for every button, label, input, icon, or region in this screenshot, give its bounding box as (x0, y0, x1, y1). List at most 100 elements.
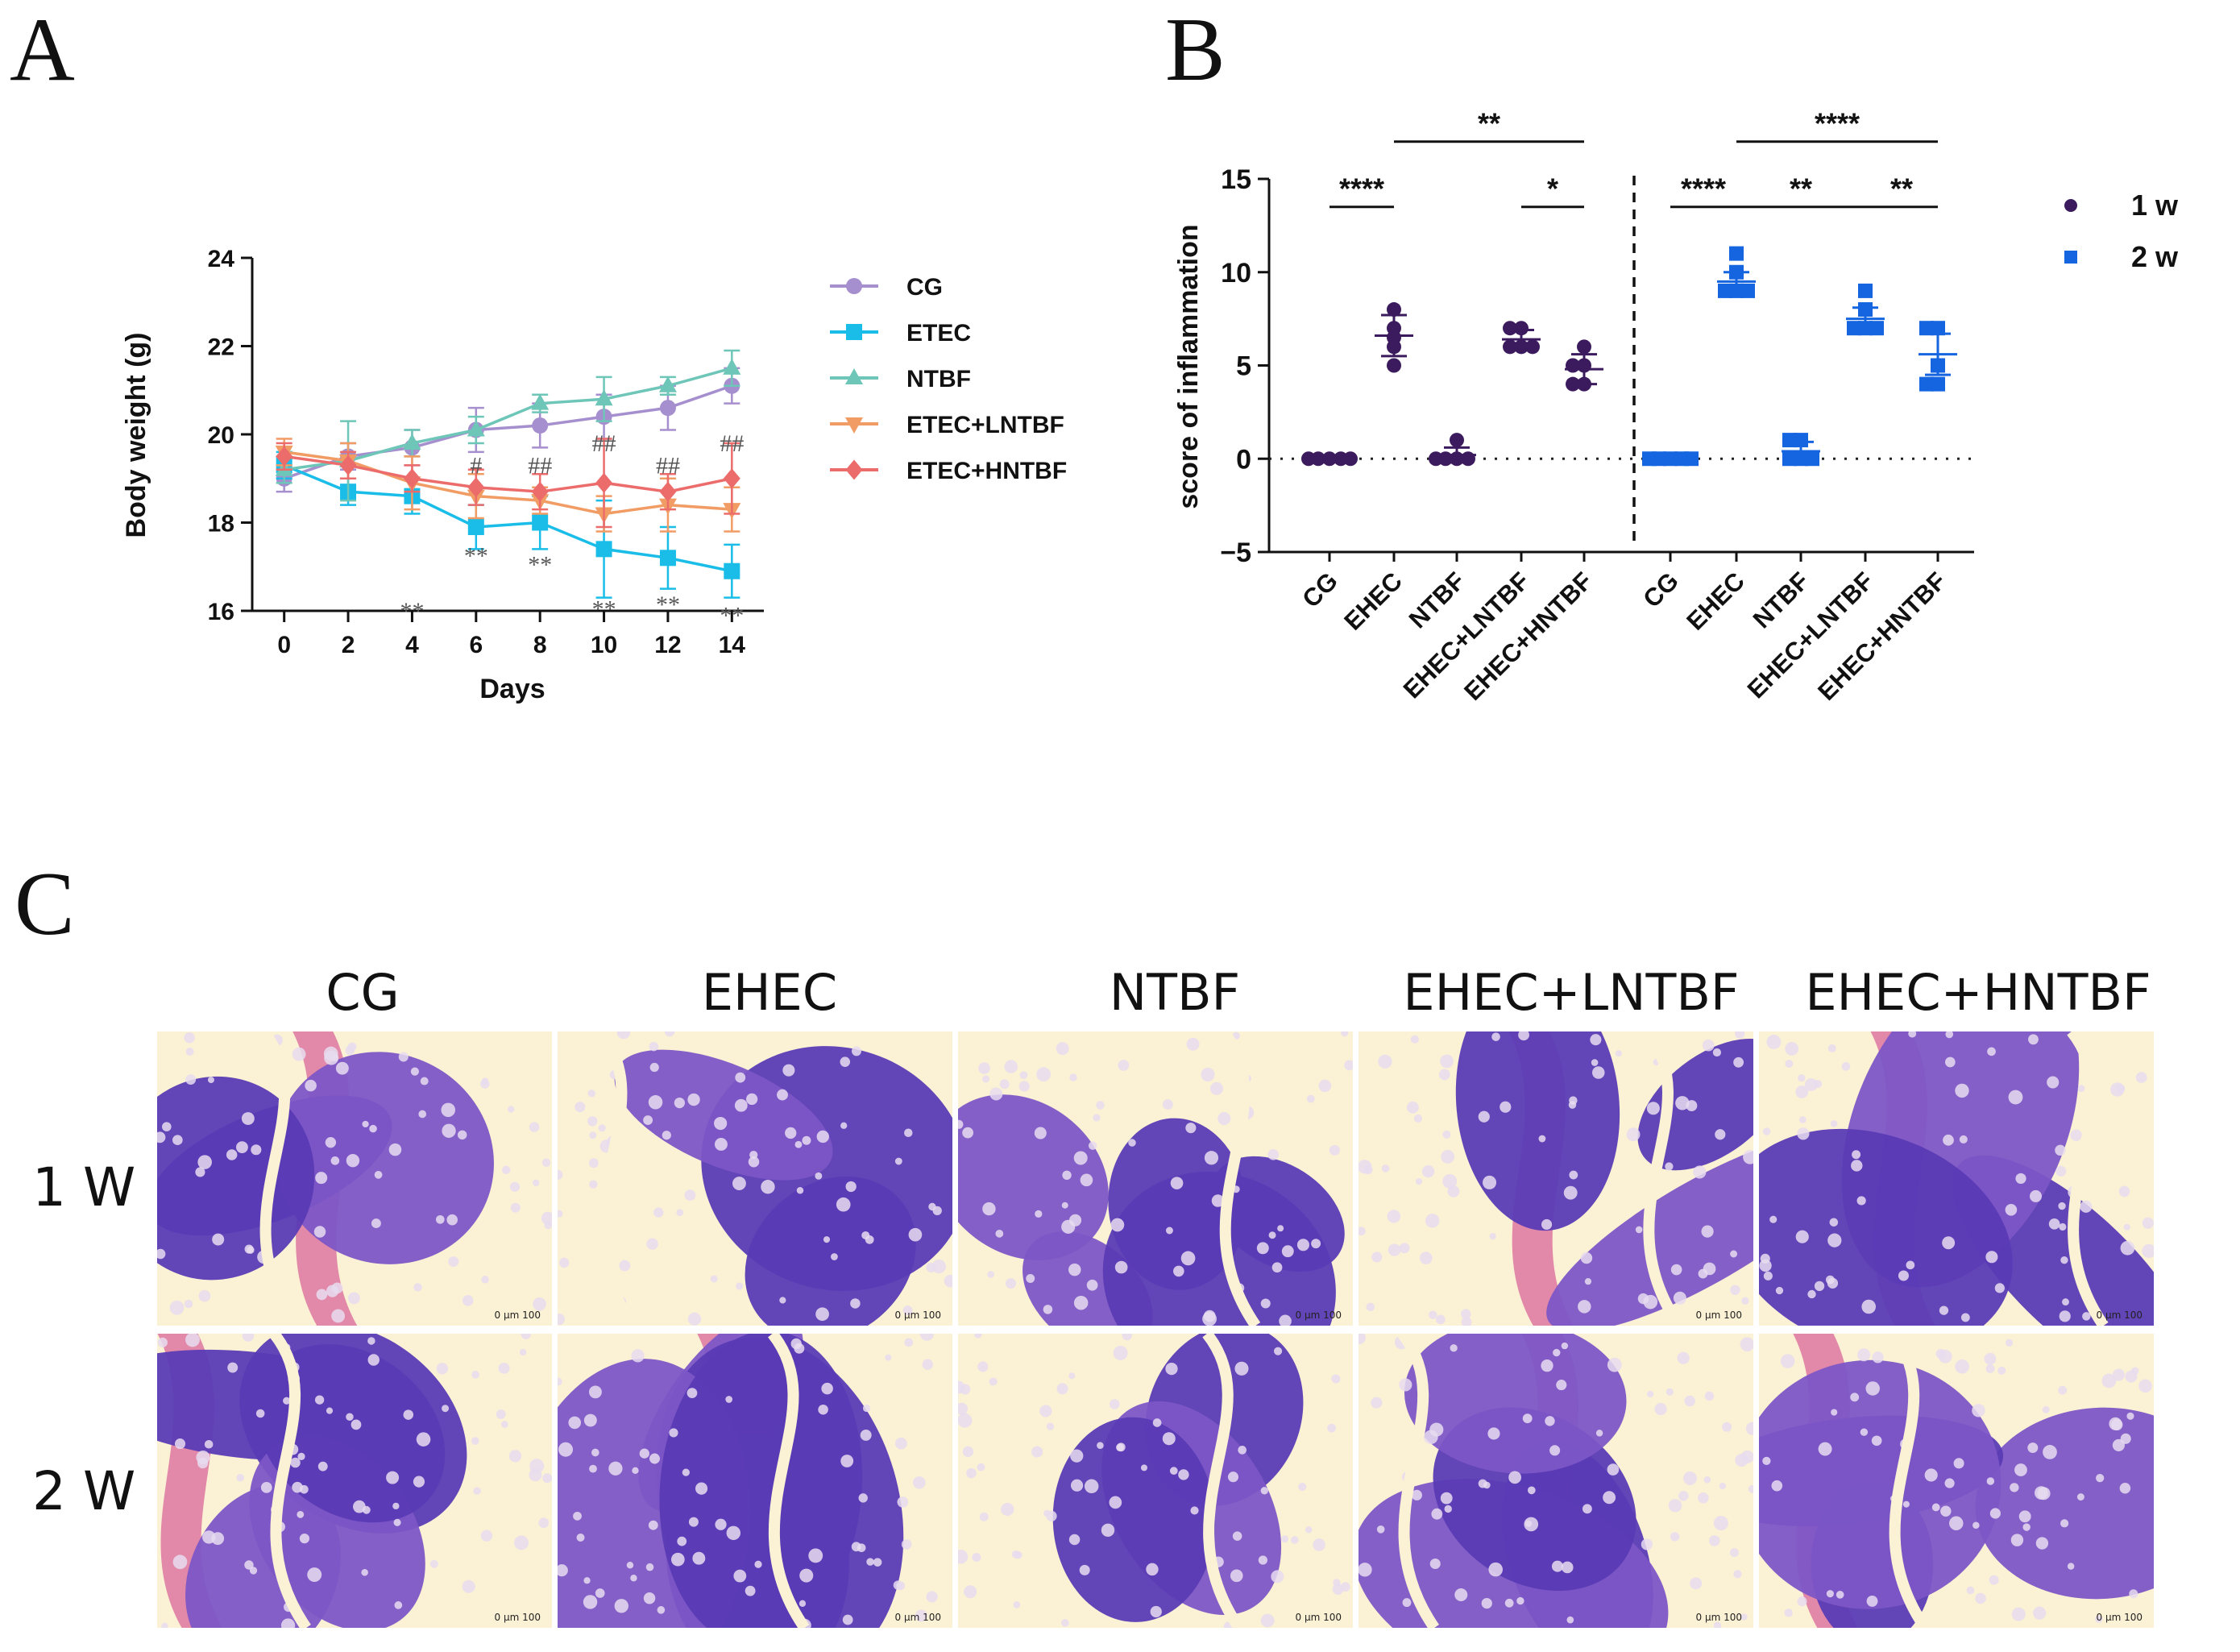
data-point-1w (1525, 339, 1540, 355)
goblet-cell (1797, 1596, 1807, 1607)
goblet-cell (559, 1257, 570, 1268)
data-point-2w (1869, 321, 1884, 336)
goblet-cell (576, 1534, 585, 1542)
goblet-cell (1026, 1274, 1035, 1283)
goblet-cell (2070, 1129, 2082, 1141)
histology-col-label-ehec-lntbf: EHEC+LNTBF (1403, 963, 1740, 1022)
goblet-cell (348, 1292, 360, 1305)
panel-label-a: A (10, 0, 75, 100)
data-point-etec-hntbf (403, 468, 421, 489)
goblet-cell (649, 1453, 661, 1464)
goblet-cell (1670, 1532, 1680, 1542)
goblet-cell (1545, 1416, 1555, 1426)
histology-drawing (558, 1031, 952, 1326)
goblet-cell (502, 1165, 511, 1174)
goblet-cell (2059, 1222, 2067, 1231)
goblet-cell (1011, 1550, 1020, 1559)
goblet-cell (645, 1563, 654, 1571)
goblet-cell (1070, 1479, 1084, 1492)
goblet-cell (1799, 1116, 1807, 1123)
legend-marker-b (2064, 199, 2077, 212)
goblet-cell (2129, 1589, 2138, 1599)
goblet-cell (1150, 1605, 1162, 1618)
significance-label-b: **** (1681, 172, 1726, 205)
data-point-2w (1740, 283, 1755, 298)
goblet-cell (1005, 1278, 1016, 1289)
goblet-cell (1461, 1309, 1471, 1319)
goblet-cell (1851, 1160, 1863, 1172)
goblet-cell (2120, 1433, 2131, 1444)
goblet-cell (1654, 1402, 1667, 1416)
data-point-1w (1566, 358, 1580, 373)
goblet-cell (1668, 1499, 1682, 1513)
goblet-cell (1759, 1259, 1772, 1272)
goblet-cell (315, 1172, 328, 1185)
goblet-cell (1735, 1031, 1745, 1039)
goblet-cell (226, 1149, 238, 1160)
goblet-cell (480, 1079, 490, 1089)
goblet-cell (1683, 1471, 1697, 1485)
goblet-cell (1646, 1102, 1660, 1115)
goblet-cell (1524, 1520, 1533, 1527)
histology-drawing (1359, 1334, 1753, 1628)
data-point-2w (1782, 451, 1797, 467)
goblet-cell (840, 1056, 851, 1067)
histology-row-label-1w: 1 W (32, 1156, 136, 1218)
goblet-cell (1273, 1347, 1283, 1355)
y-tick-label-b: 10 (1221, 258, 1251, 288)
lumen-gap (1642, 1031, 1684, 1326)
goblet-cell (836, 1197, 851, 1212)
goblet-cell (1359, 1334, 1366, 1344)
lumen-gap (259, 1031, 301, 1326)
data-point-1w (1566, 376, 1580, 392)
goblet-cell (1162, 1432, 1176, 1446)
goblet-cell (785, 1127, 797, 1139)
goblet-cell (589, 1385, 602, 1399)
goblet-cell (316, 1289, 328, 1301)
data-point-2w (1931, 358, 1945, 373)
goblet-cell (317, 1461, 328, 1471)
goblet-cell (418, 1110, 427, 1119)
data-point-1w (1503, 339, 1517, 355)
goblet-cell (732, 1177, 746, 1191)
goblet-cell (2010, 1483, 2019, 1492)
y-tick-label-b: 15 (1221, 164, 1251, 195)
goblet-cell (653, 1207, 664, 1218)
goblet-cell (1763, 1271, 1773, 1281)
goblet-cell (2135, 1072, 2147, 1083)
goblet-cell (1110, 1218, 1125, 1232)
goblet-cell (529, 1122, 540, 1132)
goblet-cell (1438, 1069, 1450, 1081)
goblet-cell (1419, 1251, 1433, 1264)
goblet-cell (413, 1283, 422, 1292)
goblet-cell (714, 1116, 728, 1131)
goblet-cell (362, 1505, 371, 1514)
goblet-cell (157, 1337, 168, 1348)
goblet-cell (541, 1211, 552, 1225)
goblet-cell (2033, 1606, 2047, 1620)
goblet-cell (498, 1362, 510, 1374)
goblet-cell (300, 1484, 309, 1494)
scale-bar-label: 0 μm 100 (894, 1310, 942, 1321)
goblet-cell (1769, 1215, 1777, 1223)
goblet-cell (1712, 1048, 1722, 1057)
goblet-cell (184, 1031, 195, 1044)
goblet-cell (1333, 1579, 1341, 1587)
goblet-cell (782, 1064, 795, 1077)
lumen-gap (1218, 1031, 1261, 1326)
goblet-cell (1673, 1291, 1686, 1305)
data-point-1w (1343, 451, 1358, 467)
data-point-1w (1387, 339, 1401, 355)
goblet-cell (1298, 1483, 1307, 1492)
goblet-cell (1603, 1491, 1616, 1505)
data-point-1w (1503, 321, 1517, 336)
goblet-cell (1178, 1469, 1189, 1480)
data-point-etec (724, 562, 740, 579)
goblet-cell (244, 1244, 254, 1254)
goblet-cell (1211, 1194, 1225, 1207)
data-point-ntbf (467, 420, 485, 437)
goblet-cell (509, 1181, 521, 1192)
goblet-cell (726, 1525, 741, 1541)
goblet-cell (2101, 1373, 2117, 1388)
